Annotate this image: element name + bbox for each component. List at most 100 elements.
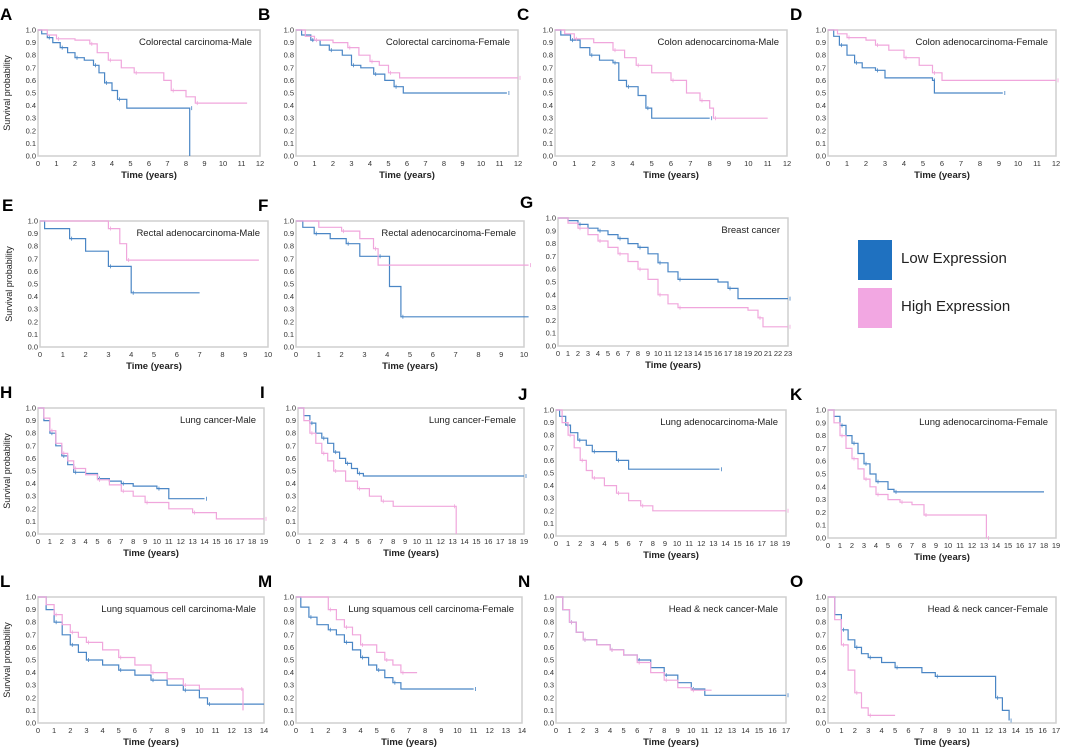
x-tick-label: 8 [978,159,982,168]
x-tick-label: 0 [36,159,40,168]
y-tick-label: 0.4 [284,101,294,110]
low-expression-curve [828,596,1010,721]
low-expression-curve [828,409,1044,493]
panel-letter: K [790,385,803,404]
x-tick-label: 10 [520,350,528,359]
y-tick-label: 0.0 [543,152,553,161]
y-tick-label: 0.8 [26,618,36,627]
y-tick-label: 0.2 [286,504,296,513]
panel-d: D Colon adenocarcinoma-Female 0.0 0.1 0.2 0.3… [790,5,1060,181]
panel-title: Colorectal carcinoma-Male [139,37,252,48]
y-tick-label: 0.6 [284,643,294,652]
x-tick-label: 6 [616,349,620,358]
y-tick-label: 0.2 [816,508,826,517]
x-tick-label: 0 [553,159,557,168]
y-tick-label: 0.3 [544,681,554,690]
y-tick-label: 0.9 [284,605,294,614]
y-tick-label: 0.7 [544,630,554,639]
x-tick-label: 9 [202,159,206,168]
x-tick-label: 3 [866,726,870,735]
x-tick-label: 12 [968,541,976,550]
y-tick-label: 0.2 [544,693,554,702]
y-tick-label: 0.1 [284,330,294,339]
y-tick-label: 0.9 [286,416,296,425]
x-tick-label: 11 [425,537,433,546]
x-tick-label: 18 [248,537,256,546]
x-tick-label: 1 [567,726,571,735]
x-tick-label: 10 [944,541,952,550]
y-tick-label: 0.9 [544,418,554,427]
panel-title: Rectal adenocarcinoma-Male [136,228,260,239]
x-tick-label: 9 [243,350,247,359]
x-tick-label: 6 [133,726,137,735]
high-expression-curve [298,407,457,534]
y-tick-label: 0.8 [26,429,36,438]
x-tick-label: 9 [181,726,185,735]
x-tick-label: 1 [572,159,576,168]
y-tick-label: 0.0 [546,342,556,351]
x-tick-label: 14 [260,726,268,735]
x-tick-label: 2 [853,726,857,735]
x-tick-label: 0 [36,726,40,735]
x-tick-label: 5 [152,350,156,359]
panel-title: Head & neck cancer-Male [669,604,778,615]
x-tick-label: 12 [177,537,185,546]
x-axis-label: Time (years) [643,550,699,561]
x-tick-label: 2 [73,159,77,168]
y-tick-label: 0.6 [284,76,294,85]
y-tick-label: 0.7 [26,630,36,639]
x-tick-label: 12 [783,159,791,168]
x-tick-label: 7 [639,539,643,548]
y-tick-label: 0.3 [544,494,554,503]
plot-frame [827,596,1057,724]
high-expression-curve [40,220,259,261]
y-tick-label: 0.4 [26,101,36,110]
low-expression-curve [38,596,264,705]
y-tick-label: 0.7 [286,441,296,450]
y-tick-label: 1.0 [544,406,554,415]
x-tick-label: 19 [744,349,752,358]
y-tick-label: 0.6 [546,265,556,274]
x-tick-label: 3 [342,726,346,735]
x-tick-label: 13 [709,539,717,548]
x-tick-label: 0 [38,350,42,359]
panel-f: F Rectal adenocarcinoma-Female 0.0 0.1 0.2 0.… [258,196,531,372]
panel-letter: M [258,572,272,591]
x-tick-label: 7 [920,726,924,735]
low-expression-curve [40,220,200,294]
y-tick-label: 0.6 [544,643,554,652]
y-tick-label: 0.2 [26,504,36,513]
y-tick-label: 0.3 [816,495,826,504]
x-tick-label: 15 [1004,541,1012,550]
y-tick-label: 0.1 [544,706,554,715]
y-tick-label: 0.2 [284,126,294,135]
x-tick-label: 8 [220,350,224,359]
panel-title: Lung squamous cell carcinoma-Male [101,604,256,615]
y-tick-label: 0.0 [544,532,554,541]
x-tick-label: 17 [724,349,732,358]
x-tick-label: 5 [921,159,925,168]
x-tick-label: 1 [48,537,52,546]
y-tick-label: 0.0 [544,719,554,728]
x-tick-label: 15 [1025,726,1033,735]
x-tick-label: 5 [606,349,610,358]
x-tick-label: 17 [782,726,790,735]
y-tick-label: 0.1 [546,329,556,338]
x-tick-label: 10 [687,726,695,735]
y-tick-label: 0.2 [28,317,38,326]
x-tick-label: 14 [1012,726,1020,735]
y-tick-label: 0.4 [284,292,294,301]
y-tick-label: 0.4 [543,101,553,110]
x-tick-label: 8 [922,541,926,550]
x-tick-label: 13 [188,537,196,546]
x-tick-label: 5 [375,726,379,735]
x-tick-label: 16 [746,539,754,548]
x-tick-label: 3 [586,349,590,358]
y-tick-label: 0.0 [284,343,294,352]
x-tick-label: 10 [958,726,966,735]
x-tick-label: 5 [614,539,618,548]
x-tick-label: 19 [1052,541,1060,550]
panel-h: H Lung cancer-Male 0.0 0.1 0.2 0.3 0.4 0.5 0.6 0.… [0,383,268,559]
y-tick-label: 0.0 [26,152,36,161]
